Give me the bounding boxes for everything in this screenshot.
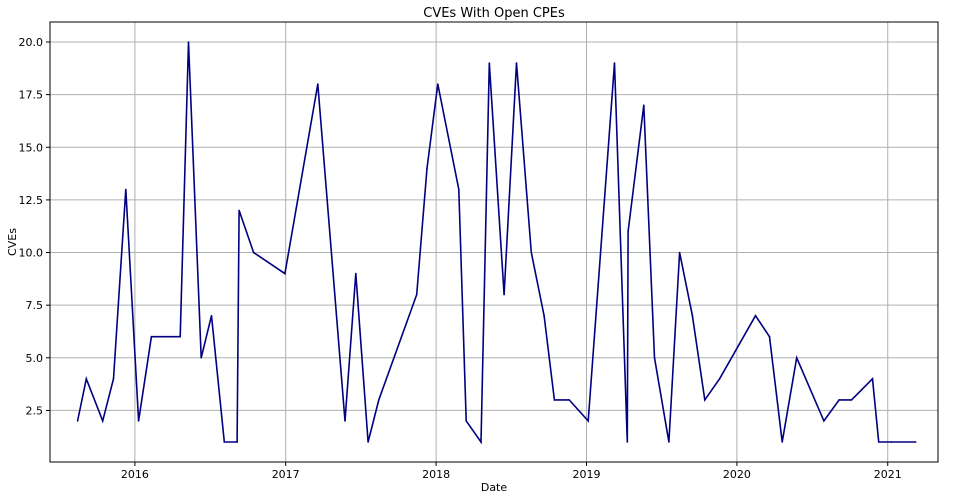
data-point	[367, 441, 369, 443]
data-point	[543, 314, 545, 317]
data-point	[587, 420, 589, 422]
data-point	[101, 420, 104, 422]
data-point	[768, 335, 771, 338]
x-axis: 2016 2017 2018 2019 2020 2021	[121, 462, 902, 481]
data-point	[691, 314, 694, 317]
y-tick-label: 10.0	[19, 247, 44, 260]
x-tick-label: 2016	[121, 468, 149, 481]
data-point	[553, 399, 556, 401]
x-tick-label: 2017	[272, 468, 300, 481]
data-point	[252, 251, 255, 254]
data-point	[223, 441, 226, 443]
data-point	[344, 420, 346, 422]
data-point	[415, 293, 418, 296]
x-tick-label: 2018	[422, 468, 450, 481]
data-point	[914, 441, 917, 443]
data-point	[284, 272, 286, 275]
data-point	[626, 441, 629, 443]
data-point	[125, 188, 127, 191]
data-point	[781, 441, 783, 443]
data-point	[515, 62, 518, 64]
y-tick-label: 17.5	[19, 89, 44, 102]
data-point	[627, 230, 629, 233]
data-point	[678, 251, 681, 254]
data-point	[465, 420, 468, 422]
data-point	[137, 420, 140, 422]
y-tick-label: 2.5	[26, 404, 44, 417]
grid	[50, 22, 938, 462]
data-point	[850, 399, 853, 401]
data-point	[653, 357, 656, 359]
y-tick-label: 7.5	[26, 299, 44, 312]
series-group	[76, 41, 917, 445]
data-point	[718, 378, 721, 380]
data-point	[838, 399, 840, 401]
data-point	[236, 441, 238, 443]
data-point	[530, 251, 533, 254]
data-point	[187, 41, 190, 43]
data-point	[823, 420, 825, 422]
data-point	[458, 188, 460, 191]
x-tick-label: 2020	[723, 468, 751, 481]
data-point	[890, 441, 893, 443]
data-point	[378, 399, 380, 401]
data-point	[643, 104, 645, 106]
y-tick-label: 5.0	[26, 352, 44, 365]
data-point	[179, 335, 181, 338]
data-point	[488, 62, 491, 64]
chart-title: CVEs With Open CPEs	[423, 6, 565, 21]
data-point	[200, 357, 202, 359]
series-line	[76, 41, 916, 445]
data-point	[480, 441, 482, 443]
y-axis-label: CVEs	[6, 228, 19, 256]
data-point	[426, 167, 428, 170]
y-axis: 2.5 5.0 7.5 10.0 12.5 15.0 17.5 20.0	[19, 36, 50, 417]
y-tick-label: 15.0	[19, 141, 44, 154]
x-tick-label: 2019	[573, 468, 601, 481]
data-point	[503, 293, 505, 296]
data-point	[317, 83, 319, 85]
y-tick-label: 20.0	[19, 36, 44, 49]
data-point	[795, 357, 798, 359]
data-point	[568, 399, 570, 401]
y-tick-label: 12.5	[19, 194, 44, 207]
data-point	[210, 314, 213, 317]
data-point	[112, 378, 115, 380]
x-axis-label: Date	[481, 481, 508, 494]
data-point	[668, 441, 670, 443]
data-point	[704, 399, 706, 401]
data-point	[877, 441, 880, 443]
data-point	[238, 209, 240, 212]
data-point	[85, 378, 88, 380]
data-point	[613, 62, 616, 64]
data-point	[437, 83, 439, 85]
data-point	[871, 378, 874, 380]
plot-frame	[49, 21, 939, 463]
data-point	[76, 420, 79, 422]
data-point	[754, 314, 757, 317]
x-tick-label: 2021	[874, 468, 902, 481]
data-point	[355, 272, 357, 275]
data-point	[150, 335, 153, 338]
